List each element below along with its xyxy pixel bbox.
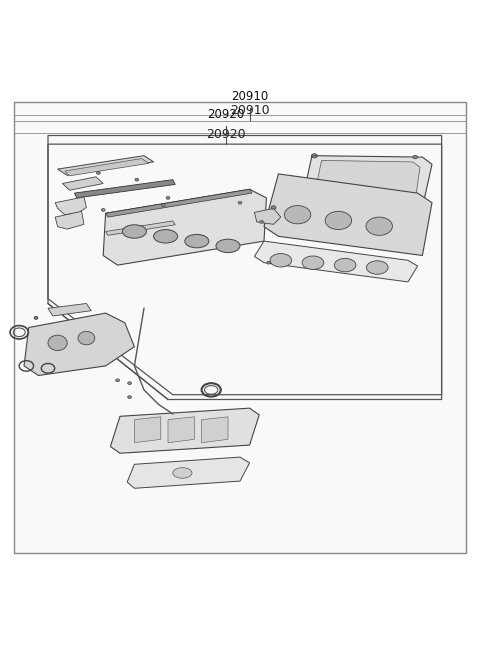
Ellipse shape <box>78 331 95 345</box>
Ellipse shape <box>96 172 100 174</box>
Polygon shape <box>264 174 432 255</box>
Polygon shape <box>110 408 259 453</box>
Ellipse shape <box>122 225 146 238</box>
Text: 20920: 20920 <box>206 128 245 141</box>
Ellipse shape <box>135 178 139 181</box>
Ellipse shape <box>267 261 271 264</box>
Ellipse shape <box>48 335 67 350</box>
Polygon shape <box>103 189 266 265</box>
Ellipse shape <box>312 155 316 158</box>
Polygon shape <box>58 156 154 176</box>
Ellipse shape <box>216 239 240 253</box>
Ellipse shape <box>185 234 209 248</box>
Ellipse shape <box>166 196 170 199</box>
Text: 20920: 20920 <box>207 108 244 121</box>
Polygon shape <box>202 417 228 443</box>
Ellipse shape <box>302 256 324 269</box>
Ellipse shape <box>34 316 38 320</box>
Polygon shape <box>62 177 103 190</box>
Ellipse shape <box>116 379 120 382</box>
Polygon shape <box>106 221 175 235</box>
Ellipse shape <box>284 206 311 224</box>
Ellipse shape <box>128 396 132 398</box>
Ellipse shape <box>238 201 242 204</box>
Ellipse shape <box>154 230 178 243</box>
Polygon shape <box>48 303 91 316</box>
Ellipse shape <box>334 258 356 272</box>
Polygon shape <box>314 160 420 200</box>
Polygon shape <box>106 189 252 217</box>
Ellipse shape <box>101 208 105 212</box>
Polygon shape <box>55 212 84 229</box>
Ellipse shape <box>161 204 165 206</box>
Polygon shape <box>24 313 134 375</box>
Ellipse shape <box>173 468 192 478</box>
Polygon shape <box>134 417 161 443</box>
Polygon shape <box>168 417 194 443</box>
Ellipse shape <box>325 212 351 230</box>
Ellipse shape <box>312 154 317 158</box>
Ellipse shape <box>128 382 132 384</box>
Text: 20910: 20910 <box>230 104 269 117</box>
Ellipse shape <box>260 221 264 223</box>
Polygon shape <box>127 457 250 488</box>
Polygon shape <box>254 241 418 282</box>
Ellipse shape <box>367 261 388 274</box>
Text: 20910: 20910 <box>231 90 268 103</box>
Polygon shape <box>302 156 432 208</box>
Polygon shape <box>55 197 86 215</box>
Polygon shape <box>254 208 281 224</box>
Ellipse shape <box>271 206 276 209</box>
Polygon shape <box>74 179 175 198</box>
Polygon shape <box>65 159 149 176</box>
Ellipse shape <box>366 217 393 235</box>
Ellipse shape <box>270 253 291 267</box>
Ellipse shape <box>413 155 418 159</box>
